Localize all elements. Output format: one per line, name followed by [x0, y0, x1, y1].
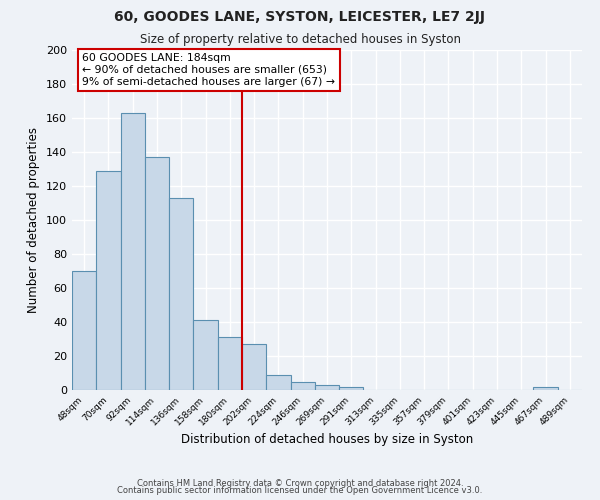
Bar [242, 344, 266, 390]
X-axis label: Distribution of detached houses by size in Syston: Distribution of detached houses by size … [181, 432, 473, 446]
Bar [533, 386, 558, 390]
Bar [339, 386, 364, 390]
Text: Contains public sector information licensed under the Open Government Licence v3: Contains public sector information licen… [118, 486, 482, 495]
Bar [169, 198, 193, 390]
Text: Contains HM Land Registry data © Crown copyright and database right 2024.: Contains HM Land Registry data © Crown c… [137, 478, 463, 488]
Bar [315, 385, 339, 390]
Bar [266, 374, 290, 390]
Text: 60, GOODES LANE, SYSTON, LEICESTER, LE7 2JJ: 60, GOODES LANE, SYSTON, LEICESTER, LE7 … [115, 10, 485, 24]
Bar [218, 338, 242, 390]
Y-axis label: Number of detached properties: Number of detached properties [28, 127, 40, 313]
Text: 60 GOODES LANE: 184sqm
← 90% of detached houses are smaller (653)
9% of semi-det: 60 GOODES LANE: 184sqm ← 90% of detached… [82, 54, 335, 86]
Text: Size of property relative to detached houses in Syston: Size of property relative to detached ho… [139, 32, 461, 46]
Bar [145, 157, 169, 390]
Bar [121, 113, 145, 390]
Bar [96, 170, 121, 390]
Bar [72, 271, 96, 390]
Bar [290, 382, 315, 390]
Bar [193, 320, 218, 390]
